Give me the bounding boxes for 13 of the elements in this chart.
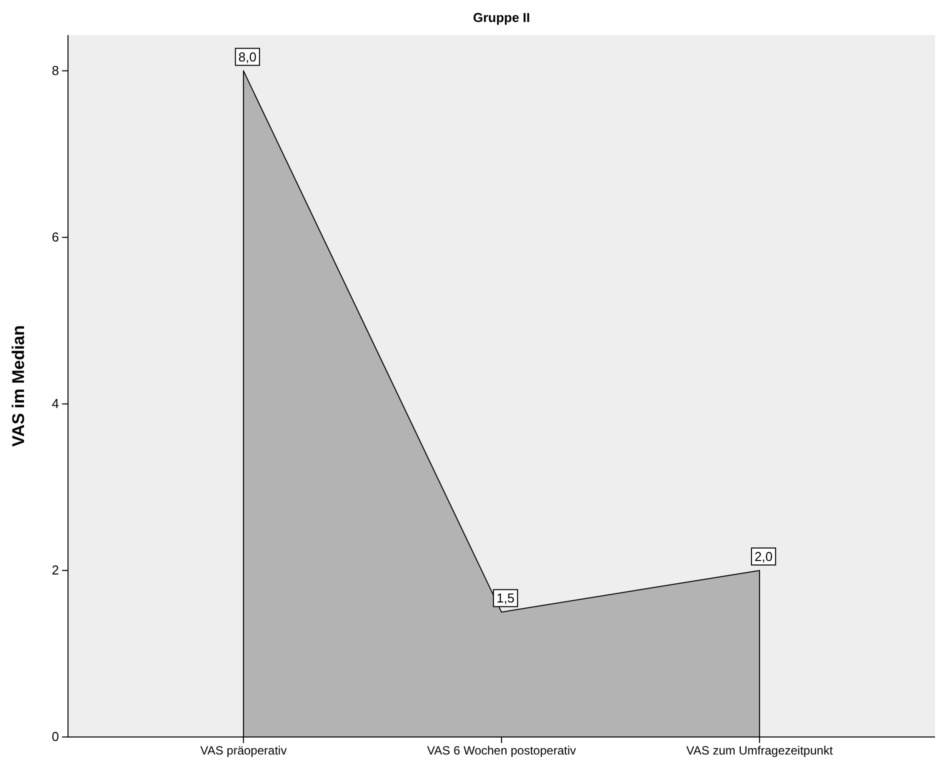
x-tick-label: VAS 6 Wochen postoperativ <box>427 744 576 758</box>
data-label: 2,0 <box>754 549 773 564</box>
y-tick-label: 0 <box>52 729 59 744</box>
y-tick-label: 2 <box>52 562 59 578</box>
y-axis-title: VAS im Median <box>9 325 28 447</box>
data-label: 8,0 <box>238 49 257 64</box>
y-tick-label: 4 <box>52 396 59 412</box>
x-tick-label: VAS präoperativ <box>200 744 287 758</box>
x-tick-label: VAS zum Umfragezeitpunkt <box>686 744 834 758</box>
data-label: 1,5 <box>496 590 515 606</box>
y-tick-label: 8 <box>52 62 59 78</box>
y-tick-label: 6 <box>52 230 59 245</box>
chart-title: Gruppe II <box>472 10 530 25</box>
